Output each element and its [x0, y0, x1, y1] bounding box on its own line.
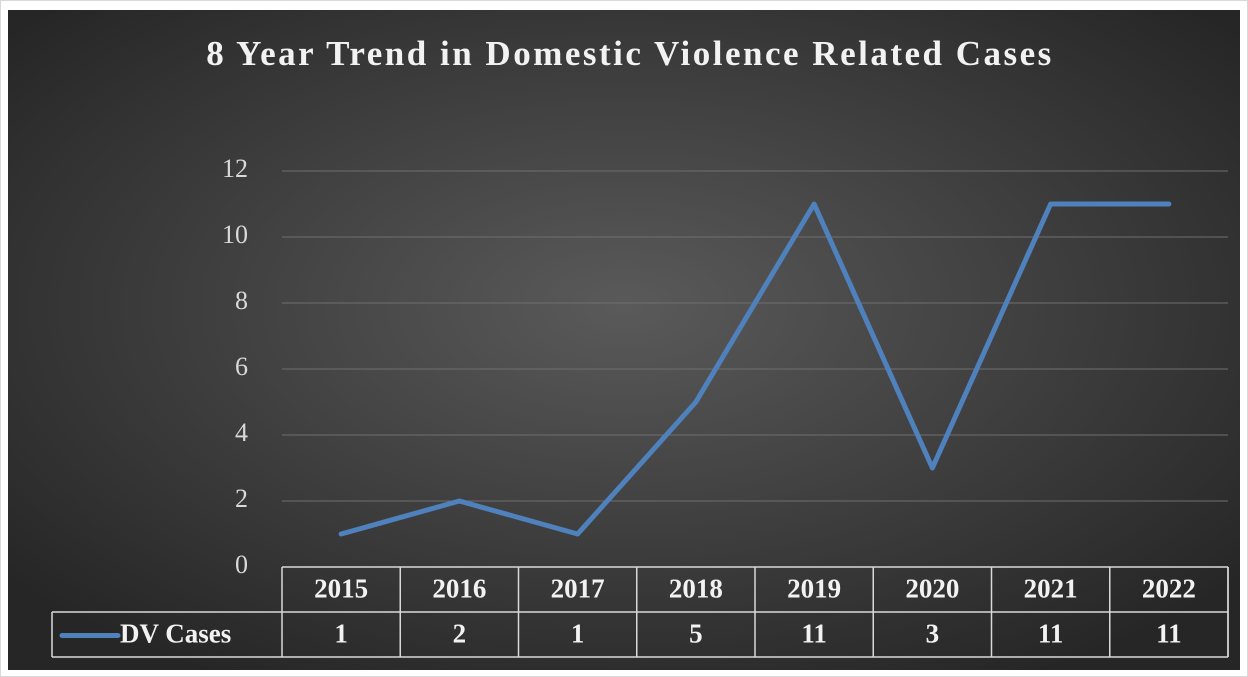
y-tick-label: 6: [235, 352, 248, 381]
table-value: 2: [453, 619, 467, 649]
x-tick-label: 2020: [905, 574, 959, 604]
y-tick-label: 0: [235, 550, 248, 579]
x-tick-label: 2021: [1024, 574, 1078, 604]
x-tick-label: 2016: [432, 574, 486, 604]
y-tick-label: 12: [222, 154, 248, 183]
table-value: 11: [801, 619, 827, 649]
y-tick-label: 8: [235, 286, 248, 315]
table-value: 11: [1038, 619, 1064, 649]
chart-area: [8, 10, 1240, 670]
data-line: [338, 201, 1172, 537]
table-value: 11: [1156, 619, 1182, 649]
y-tick-label: 10: [222, 220, 248, 249]
table-value: 1: [334, 619, 348, 649]
x-tick-label: 2018: [669, 574, 723, 604]
x-tick-label: 2022: [1142, 574, 1196, 604]
table-value: 3: [926, 619, 940, 649]
x-tick-label: 2015: [314, 574, 368, 604]
chart-title: 8 Year Trend in Domestic Violence Relate…: [206, 34, 1054, 73]
table-value: 5: [689, 619, 703, 649]
table-value: 1: [571, 619, 585, 649]
y-tick-label: 2: [235, 484, 248, 513]
legend-label: DV Cases: [120, 619, 231, 649]
x-tick-label: 2019: [787, 574, 841, 604]
y-tick-label: 4: [235, 418, 248, 447]
x-tick-label: 2017: [551, 574, 605, 604]
